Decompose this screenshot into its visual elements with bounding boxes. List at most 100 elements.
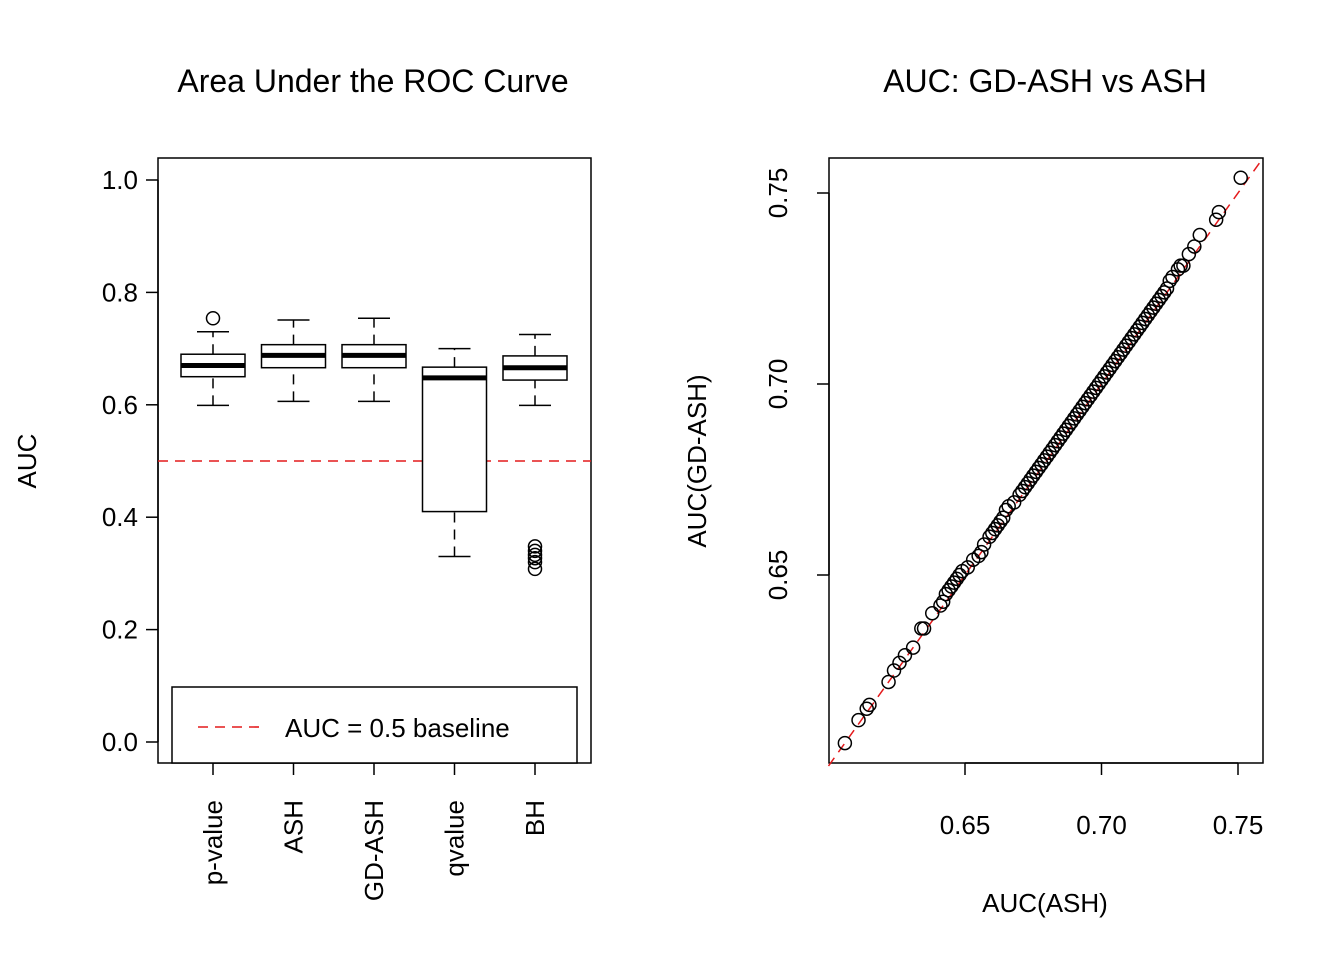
scatter-point	[1187, 239, 1202, 254]
scatter-point	[935, 594, 951, 609]
scatter-point	[1143, 304, 1158, 319]
scatter-point	[1211, 204, 1227, 220]
outlier-point	[527, 554, 543, 570]
scatter-point	[1099, 365, 1115, 380]
left-x-tick-label: p-value	[198, 800, 228, 885]
scatter-point	[1129, 323, 1145, 338]
scatter-point	[1050, 434, 1066, 449]
scatter-point	[1036, 453, 1052, 468]
left-y-tick-label: 0.2	[102, 615, 138, 645]
box-ash	[260, 319, 327, 403]
scatter-point	[1015, 483, 1030, 499]
scatter-point	[1034, 456, 1049, 472]
identity-reference-line	[827, 162, 1261, 767]
scatter-point	[905, 640, 921, 655]
scatter-point	[1023, 472, 1038, 487]
scatter-point	[990, 518, 1006, 533]
scatter-point	[944, 579, 959, 594]
scatter-point	[1020, 476, 1036, 491]
outlier-point	[527, 543, 543, 559]
scatter-point	[1151, 292, 1167, 308]
left-x-tick-label: GD-ASH	[359, 800, 389, 901]
scatter-point	[1094, 372, 1109, 388]
scatter-point	[1140, 307, 1156, 323]
scatter-point	[1066, 411, 1082, 426]
scatter-point	[851, 712, 866, 728]
scatter-point	[974, 544, 989, 560]
scatter-point	[1075, 399, 1090, 415]
scatter-point	[976, 537, 992, 552]
right-chart-title: AUC: GD-ASH vs ASH	[883, 63, 1207, 99]
scatter-point	[949, 571, 965, 587]
outlier-point	[205, 311, 221, 326]
scatter-point	[952, 567, 967, 583]
scatter-point	[1116, 342, 1131, 357]
left-y-tick-label: 0.6	[102, 390, 138, 420]
scatter-point	[897, 647, 913, 663]
scatter-point	[886, 663, 902, 678]
scatter-point	[1096, 369, 1112, 384]
scatter-point	[960, 560, 975, 575]
scatter-point	[1017, 479, 1033, 495]
scatter-point	[1121, 334, 1137, 350]
scatter-point	[993, 514, 1008, 529]
outlier-point	[527, 547, 543, 563]
scatter-point	[892, 655, 907, 671]
right-y-tick-label: 0.75	[763, 168, 793, 219]
scatter-point	[1086, 384, 1101, 399]
scatter-point	[1077, 395, 1093, 411]
scatter-point	[862, 697, 877, 713]
scatter-point	[1165, 269, 1180, 285]
left-y-axis: 0.0 0.2 0.4 0.6 0.8 1.0	[102, 165, 159, 757]
scatter-point	[1039, 449, 1055, 464]
scatter-point	[1061, 418, 1076, 434]
scatter-point	[837, 735, 853, 751]
box-p-value	[180, 311, 246, 407]
boxplot-panel: Area Under the ROC Curve AUC 0.00.20.40.…	[12, 63, 592, 901]
scatter-point	[1181, 246, 1197, 262]
right-y-tick-label: 0.65	[763, 550, 793, 601]
scatter-points	[837, 170, 1248, 751]
scatter-point	[1006, 495, 1022, 510]
scatter-point	[1110, 350, 1126, 365]
scatter-point	[971, 548, 986, 564]
right-y-axis-label: AUC(GD-ASH)	[682, 374, 712, 547]
scatter-point	[998, 502, 1014, 518]
right-x-axis: 0.65 0.70 0.75	[940, 762, 1263, 840]
scatter-point	[1105, 357, 1120, 373]
scatter-point	[1028, 464, 1044, 480]
scatter-point	[924, 605, 940, 621]
scatter-point	[916, 621, 932, 636]
box-qvalue	[421, 347, 488, 558]
scatter-point	[1146, 300, 1161, 315]
scatter-point	[933, 598, 948, 613]
left-x-tick-label: qvalue	[440, 800, 470, 877]
scatter-point	[1047, 437, 1063, 453]
scatter-point	[1069, 407, 1085, 422]
legend-label: AUC = 0.5 baseline	[285, 713, 510, 743]
box-iqr	[421, 366, 488, 513]
scatter-point	[995, 510, 1011, 525]
box-gd-ash	[341, 317, 407, 403]
scatter-point	[881, 674, 896, 690]
scatter-point	[987, 521, 1003, 537]
scatter-point	[1113, 346, 1128, 361]
left-y-tick-label: 0.4	[102, 502, 138, 532]
right-y-tick-label: 0.70	[763, 359, 793, 410]
scatter-point	[1154, 288, 1169, 304]
scatter-point	[1012, 487, 1027, 503]
scatter-point	[859, 701, 874, 716]
scatter-point	[1058, 422, 1074, 438]
scatter-point	[1192, 227, 1208, 243]
box-bh	[502, 333, 568, 577]
scatter-point	[1045, 441, 1060, 457]
scatter-point	[1148, 296, 1164, 312]
scatter-point	[1107, 353, 1123, 369]
scatter-point	[982, 529, 997, 545]
scatter-point	[985, 525, 1000, 541]
left-y-axis-label: AUC	[12, 434, 42, 489]
scatter-point	[1064, 414, 1079, 430]
scatter-point	[1083, 388, 1098, 403]
